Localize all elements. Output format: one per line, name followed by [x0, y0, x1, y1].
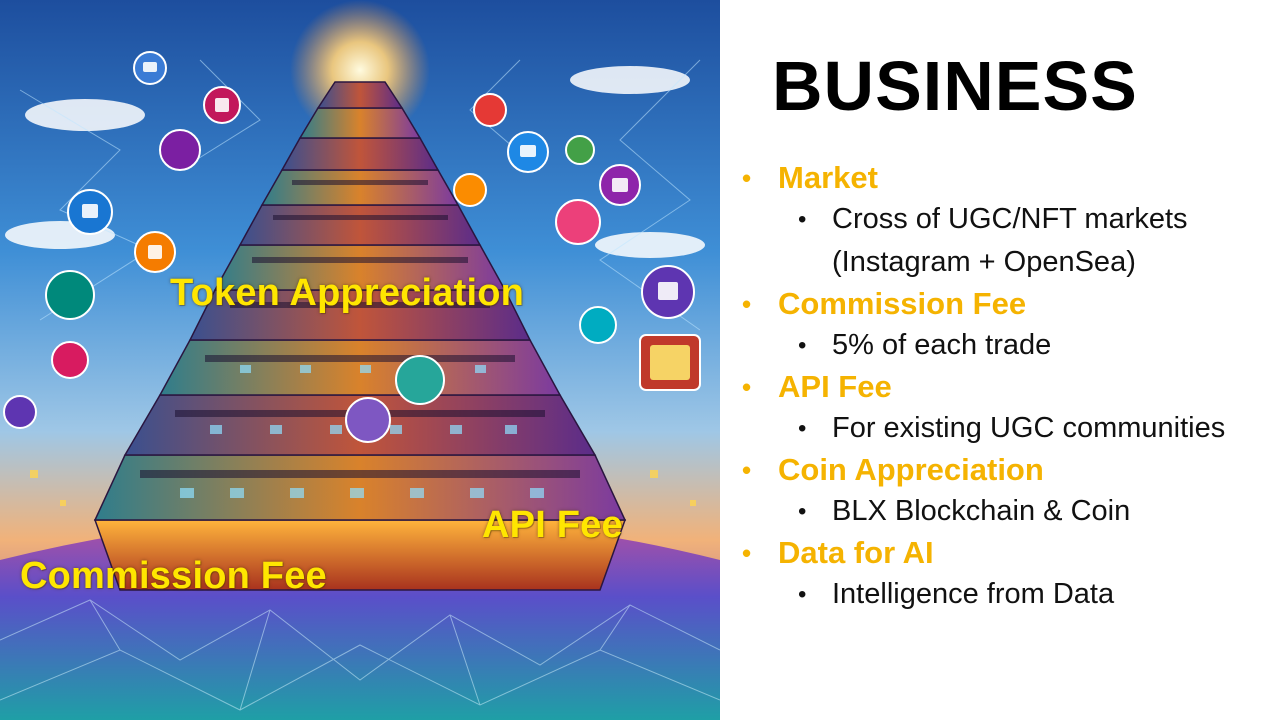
bullet-dot-icon: •	[742, 455, 752, 485]
bullet-heading: Commission Fee	[778, 286, 1027, 321]
illustration-panel: Token Appreciation API Fee Commission Fe…	[0, 0, 720, 720]
sub-bullet-dot-icon: •	[798, 332, 807, 359]
sub-bullet-item: • 5% of each trade	[778, 324, 1272, 367]
sub-bullet-line: (Instagram + OpenSea)	[832, 246, 1136, 278]
sub-bullet-list: • For existing UGC communities	[778, 407, 1272, 450]
sub-bullet-item: • For existing UGC communities	[778, 407, 1272, 450]
bullet-dot-icon: •	[742, 163, 752, 193]
bullet-commission-fee: • Commission Fee • 5% of each trade	[742, 284, 1272, 367]
bullet-data-for-ai: • Data for AI • Intelligence from Data	[742, 533, 1272, 616]
token-appreciation-label: Token Appreciation	[170, 272, 525, 314]
sub-bullet-line: 5% of each trade	[832, 329, 1052, 361]
sub-bullet-line: Cross of UGC/NFT markets	[832, 203, 1188, 235]
commission-fee-label: Commission Fee	[20, 555, 327, 597]
sub-bullet-dot-icon: •	[798, 206, 807, 233]
sub-bullet-list: • BLX Blockchain & Coin	[778, 490, 1272, 533]
bullet-market: • Market • Cross of UGC/NFT markets (Ins…	[742, 158, 1272, 284]
sub-bullet-list: • 5% of each trade	[778, 324, 1272, 367]
bullet-heading: Market	[778, 160, 878, 195]
sub-bullet-list: • Cross of UGC/NFT markets (Instagram + …	[778, 198, 1272, 284]
bullet-heading: API Fee	[778, 369, 892, 404]
bullet-dot-icon: •	[742, 289, 752, 319]
sub-bullet-item: • BLX Blockchain & Coin	[778, 490, 1272, 533]
bullet-dot-icon: •	[742, 538, 752, 568]
bullet-api-fee: • API Fee • For existing UGC communities	[742, 367, 1272, 450]
bullet-heading: Data for AI	[778, 535, 934, 570]
sub-bullet-line: For existing UGC communities	[832, 412, 1226, 444]
sub-bullet-dot-icon: •	[798, 415, 807, 442]
sub-bullet-dot-icon: •	[798, 498, 807, 525]
sub-bullet-list: • Intelligence from Data	[778, 573, 1272, 616]
sub-bullet-item: • Cross of UGC/NFT markets (Instagram + …	[778, 198, 1272, 284]
bullet-dot-icon: •	[742, 372, 752, 402]
business-bullet-list: • Market • Cross of UGC/NFT markets (Ins…	[742, 158, 1272, 616]
sub-bullet-line: BLX Blockchain & Coin	[832, 495, 1131, 527]
sub-bullet-dot-icon: •	[798, 581, 807, 608]
sub-bullet-item: • Intelligence from Data	[778, 573, 1272, 616]
slide-title: BUSINESS	[772, 47, 1138, 125]
sub-bullet-line: Intelligence from Data	[832, 578, 1115, 610]
tower-illustration	[0, 0, 720, 720]
api-fee-label: API Fee	[482, 504, 623, 546]
bullet-heading: Coin Appreciation	[778, 452, 1044, 487]
bullet-coin-appreciation: • Coin Appreciation • BLX Blockchain & C…	[742, 450, 1272, 533]
